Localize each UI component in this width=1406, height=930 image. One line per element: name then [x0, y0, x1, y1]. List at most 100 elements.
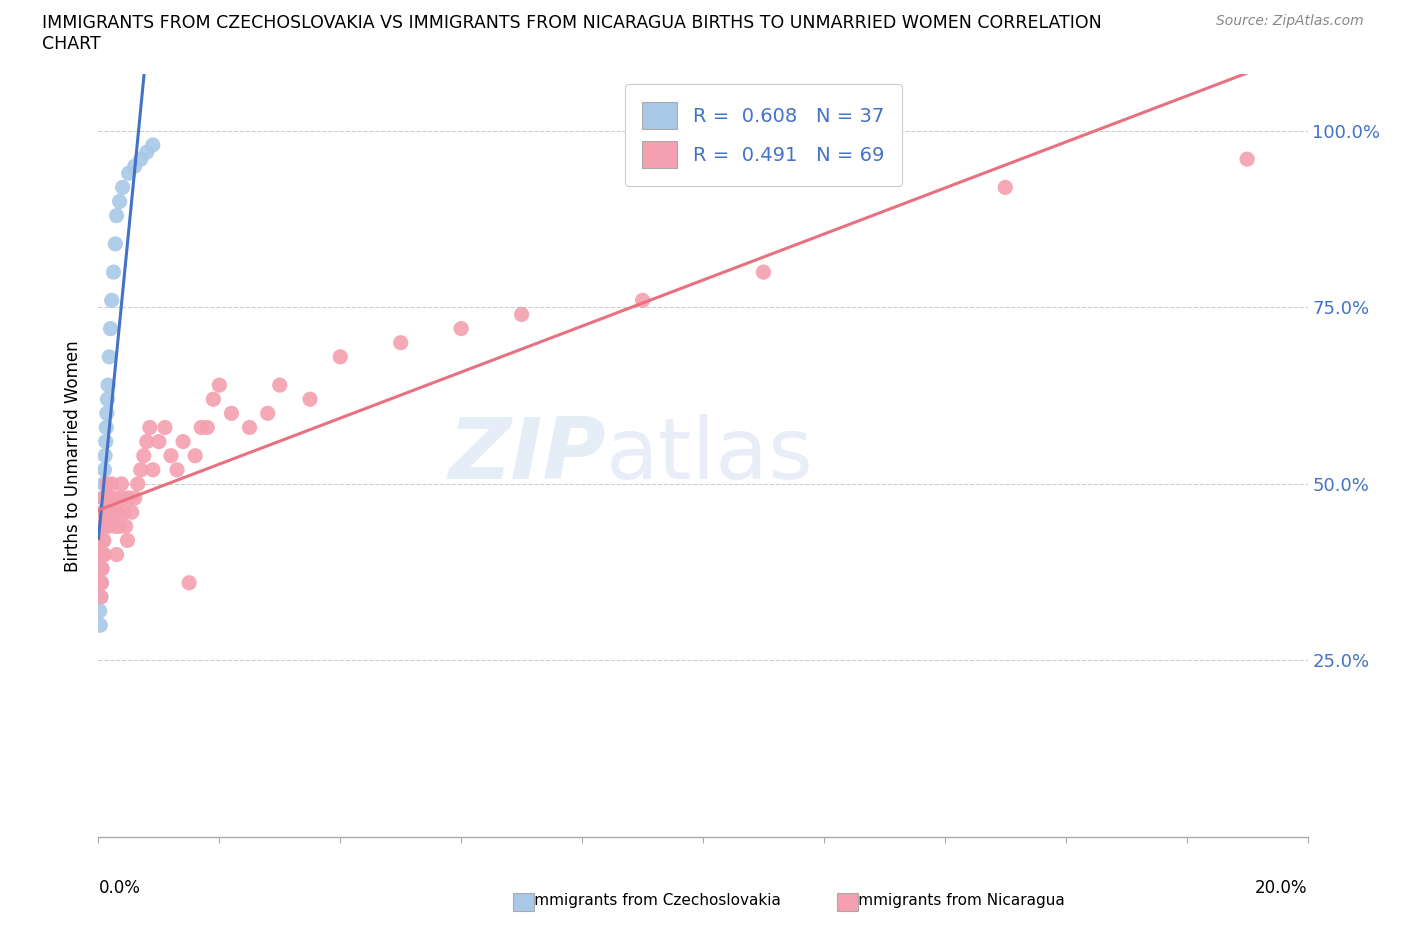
Point	[129, 462, 152, 477]
Point	[108, 519, 131, 534]
Point	[94, 491, 117, 506]
Point	[108, 194, 131, 209]
Point	[110, 476, 132, 491]
Y-axis label: Births to Unmarried Women: Births to Unmarried Women	[65, 339, 83, 572]
Point	[148, 434, 170, 449]
Point	[94, 448, 117, 463]
Point	[90, 590, 112, 604]
Point	[89, 604, 111, 618]
Point	[91, 561, 114, 576]
Point	[93, 533, 115, 548]
Point	[153, 420, 176, 435]
Point	[129, 152, 152, 166]
Point	[89, 561, 111, 576]
Point	[90, 576, 112, 591]
Point	[96, 505, 118, 520]
Point	[124, 491, 146, 506]
Point	[96, 420, 118, 435]
Point	[93, 505, 115, 520]
Point	[105, 547, 128, 562]
Point	[190, 420, 212, 435]
Point	[90, 576, 112, 591]
Point	[112, 505, 135, 520]
Point	[91, 491, 114, 506]
Point	[114, 519, 136, 534]
Text: atlas: atlas	[606, 414, 814, 498]
Point	[91, 547, 114, 562]
Text: Immigrants from Nicaragua: Immigrants from Nicaragua	[844, 893, 1064, 908]
Point	[104, 519, 127, 534]
Point	[96, 476, 118, 491]
Point	[96, 392, 118, 406]
Point	[90, 533, 112, 548]
Point	[142, 138, 165, 153]
Text: IMMIGRANTS FROM CZECHOSLOVAKIA VS IMMIGRANTS FROM NICARAGUA BIRTHS TO UNMARRIED : IMMIGRANTS FROM CZECHOSLOVAKIA VS IMMIGR…	[42, 14, 1102, 32]
Text: Source: ZipAtlas.com: Source: ZipAtlas.com	[1216, 14, 1364, 28]
Point	[389, 336, 412, 351]
Point	[118, 491, 141, 506]
Point	[103, 505, 125, 520]
Point	[93, 505, 115, 520]
Point	[89, 547, 111, 562]
Text: 20.0%: 20.0%	[1256, 879, 1308, 897]
Point	[127, 476, 149, 491]
Point	[631, 293, 654, 308]
Point	[184, 448, 207, 463]
Point	[90, 533, 112, 548]
Point	[93, 476, 115, 491]
Point	[89, 618, 111, 632]
Point	[239, 420, 262, 435]
Point	[107, 505, 129, 520]
Point	[118, 166, 141, 180]
Point	[91, 547, 114, 562]
Point	[93, 462, 115, 477]
Point	[100, 491, 122, 506]
Point	[91, 533, 114, 548]
Point	[994, 179, 1017, 194]
Point	[90, 590, 112, 604]
Point	[299, 392, 322, 406]
Point	[135, 434, 157, 449]
Point	[105, 208, 128, 223]
Point	[91, 519, 114, 534]
Point	[135, 145, 157, 160]
Point	[1236, 152, 1258, 166]
Point	[117, 533, 139, 548]
Point	[91, 561, 114, 576]
Point	[269, 378, 291, 392]
Point	[166, 462, 188, 477]
Point	[98, 505, 121, 520]
Point	[93, 519, 115, 534]
Point	[90, 547, 112, 562]
Point	[104, 236, 127, 251]
Point	[172, 434, 194, 449]
Point	[450, 321, 472, 336]
Point	[121, 505, 143, 520]
Point	[142, 462, 165, 477]
Point	[91, 519, 114, 534]
Text: ZIP: ZIP	[449, 414, 606, 498]
Text: CHART: CHART	[42, 35, 101, 53]
Point	[103, 265, 125, 280]
Point	[89, 561, 111, 576]
Point	[510, 307, 533, 322]
Point	[124, 159, 146, 174]
Point	[97, 378, 120, 392]
Point	[202, 392, 225, 406]
Point	[256, 405, 278, 420]
Point	[752, 265, 775, 280]
Point	[96, 491, 118, 506]
Point	[179, 576, 201, 591]
Point	[195, 420, 218, 435]
Point	[90, 519, 112, 534]
Point	[221, 405, 243, 420]
Point	[100, 321, 122, 336]
Point	[329, 350, 352, 365]
Point	[105, 491, 128, 506]
Point	[89, 576, 111, 591]
Text: 0.0%: 0.0%	[98, 879, 141, 897]
Point	[91, 505, 114, 520]
Point	[139, 420, 162, 435]
Point	[96, 405, 118, 420]
Point	[91, 491, 114, 506]
